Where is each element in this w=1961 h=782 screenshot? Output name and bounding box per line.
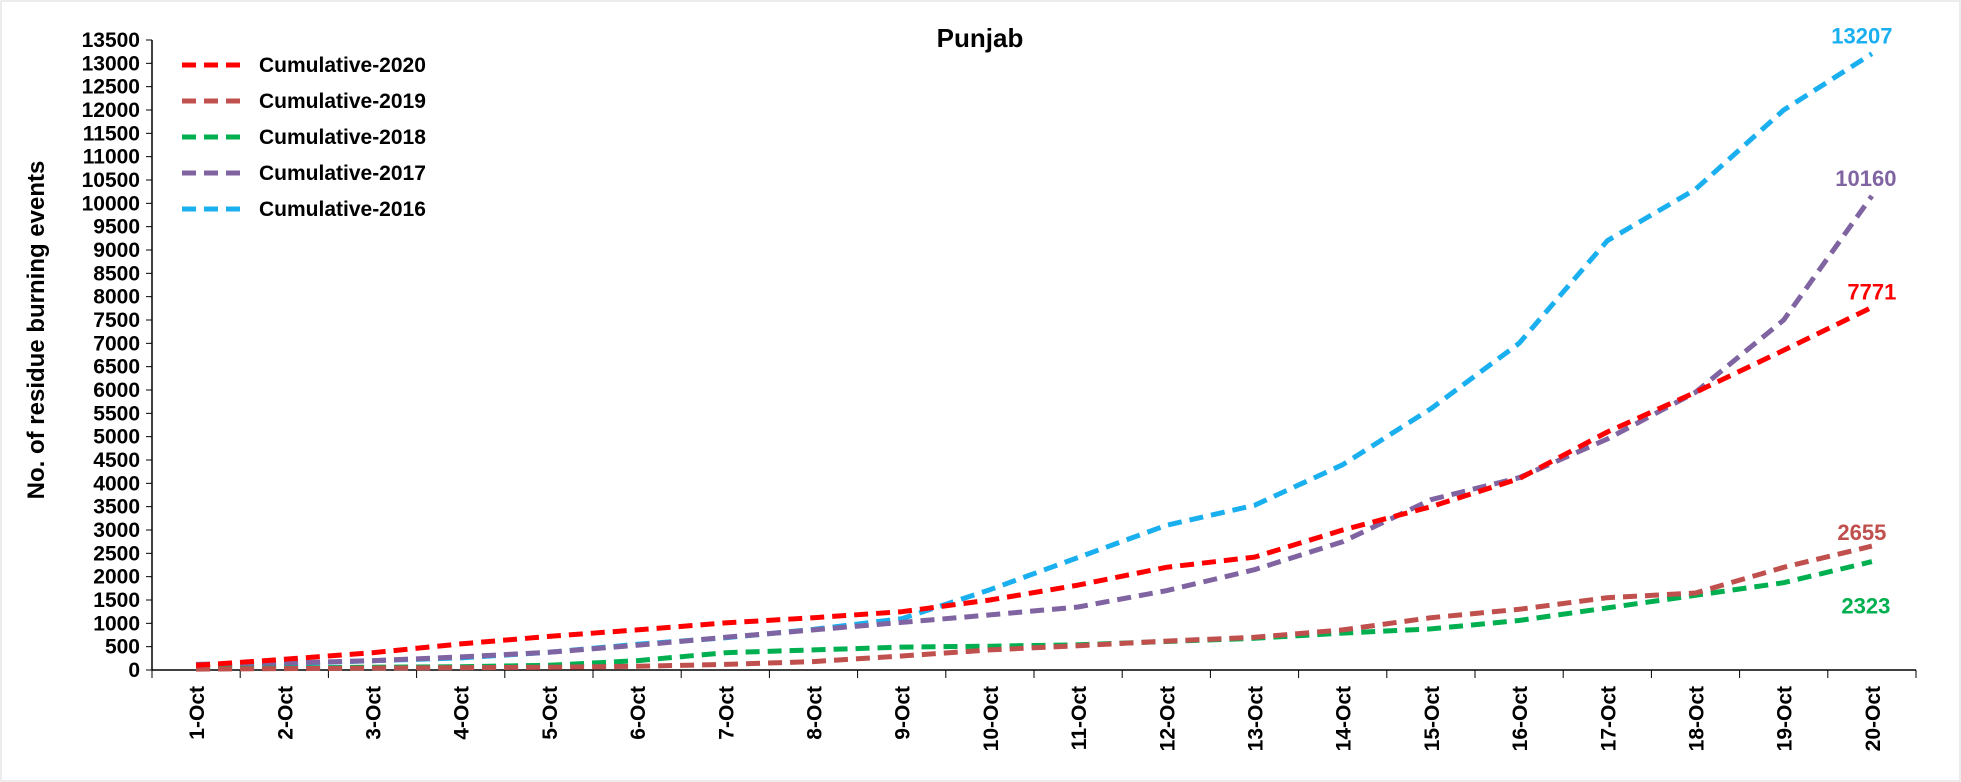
- y-tick-label: 11000: [83, 146, 140, 169]
- series-line-cumulative-2017: [196, 194, 1874, 667]
- chart-title: Punjab: [937, 23, 1024, 53]
- y-tick-label: 12000: [82, 99, 140, 122]
- y-tick-label: 10000: [82, 192, 140, 215]
- legend-label: Cumulative-2020: [259, 54, 426, 77]
- y-tick-label: 6500: [93, 356, 140, 379]
- series-line-cumulative-2016: [196, 51, 1874, 669]
- end-value-label: 13207: [1831, 24, 1892, 49]
- y-tick-label: 8000: [93, 286, 140, 309]
- x-tick-label: 11-Oct: [1068, 686, 1091, 750]
- x-tick-label: 17-Oct: [1597, 686, 1620, 751]
- y-tick-label: 5500: [93, 402, 140, 425]
- x-tick-label: 19-Oct: [1774, 686, 1797, 751]
- x-tick-label: 12-Oct: [1156, 686, 1179, 751]
- x-tick-label: 20-Oct: [1862, 686, 1885, 751]
- x-tick-label: 15-Oct: [1421, 686, 1444, 751]
- y-tick-label: 8500: [93, 262, 140, 285]
- y-tick-label: 5000: [93, 426, 140, 449]
- x-tick-label: 18-Oct: [1686, 686, 1709, 751]
- x-tick-label: 9-Oct: [892, 686, 915, 740]
- x-axis-ticks: 1-Oct 2-Oct 3-Oct 4-Oct 5-Oct 6-Oct 7-Oct 8-Oct…: [151, 670, 1917, 751]
- x-tick-label: 1-Oct: [186, 686, 209, 740]
- x-tick-label: 3-Oct: [363, 686, 386, 740]
- y-tick-label: 3000: [93, 519, 140, 542]
- y-tick-label: 7000: [93, 332, 140, 355]
- end-value-label: 10160: [1835, 166, 1896, 191]
- x-tick-label: 10-Oct: [980, 686, 1003, 751]
- x-tick-label: 6-Oct: [627, 686, 650, 740]
- x-tick-label: 4-Oct: [451, 686, 474, 740]
- y-tick-label: 0: [128, 659, 140, 682]
- x-tick-label: 5-Oct: [539, 686, 562, 740]
- legend-label: Cumulative-2019: [259, 90, 426, 113]
- y-axis-ticks: 0500100015002000250030003500400045005000…: [82, 29, 152, 682]
- x-tick-label: 13-Oct: [1245, 686, 1268, 751]
- y-tick-label: 1500: [93, 589, 140, 612]
- x-tick-label: 14-Oct: [1333, 686, 1356, 751]
- y-tick-label: 4500: [93, 449, 140, 472]
- y-tick-label: 7500: [93, 309, 140, 332]
- y-tick-label: 9500: [93, 216, 140, 239]
- y-tick-label: 13500: [82, 29, 140, 52]
- y-axis-title: No. of residue burning events: [23, 161, 50, 500]
- y-tick-label: 500: [105, 636, 140, 659]
- x-tick-label: 8-Oct: [804, 686, 827, 740]
- legend-label: Cumulative-2018: [259, 126, 426, 149]
- y-tick-label: 13000: [82, 52, 140, 75]
- x-tick-label: 7-Oct: [715, 686, 738, 740]
- y-tick-label: 2000: [93, 566, 140, 589]
- end-value-label: 2323: [1841, 594, 1890, 619]
- legend: Cumulative-2020 Cumulative-2019 Cumulative…: [182, 54, 426, 221]
- series-lines: [195, 51, 1874, 672]
- y-tick-label: 4000: [93, 472, 140, 495]
- y-tick-label: 12500: [82, 76, 140, 99]
- legend-label: Cumulative-2016: [259, 198, 426, 221]
- y-tick-label: 9000: [93, 239, 140, 262]
- y-tick-label: 2500: [93, 542, 140, 565]
- series-line-cumulative-2020: [195, 305, 1873, 668]
- y-tick-label: 1000: [93, 612, 140, 635]
- y-tick-label: 10500: [82, 169, 140, 192]
- y-tick-label: 11500: [83, 122, 140, 145]
- y-tick-label: 3500: [93, 496, 140, 519]
- end-value-label: 2655: [1837, 520, 1886, 545]
- series-line-cumulative-2019: [196, 543, 1873, 672]
- x-tick-label: 16-Oct: [1509, 686, 1532, 751]
- end-value-label: 7771: [1847, 279, 1896, 304]
- legend-label: Cumulative-2017: [259, 162, 426, 185]
- y-tick-label: 6000: [93, 379, 140, 402]
- end-labels: 7771 2655 2323 10160 13207: [1831, 24, 1896, 619]
- x-tick-label: 2-Oct: [274, 686, 297, 740]
